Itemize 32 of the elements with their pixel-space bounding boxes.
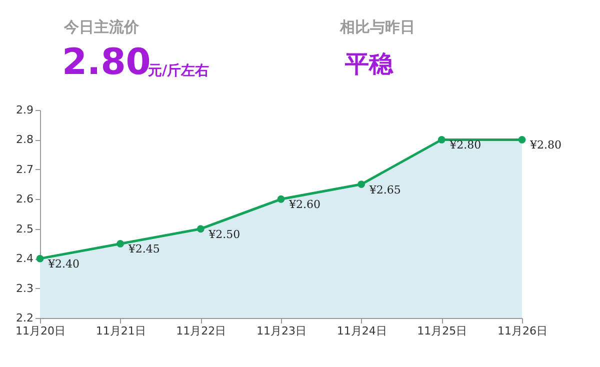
point: [196, 225, 204, 233]
y-tick-label: 2.2: [16, 312, 34, 324]
data-label: ¥2.45: [127, 242, 160, 256]
x-tick-label: 11月26日: [498, 324, 548, 338]
x-tick-label: 11月25日: [417, 324, 468, 338]
y-tick-label: 2.7: [16, 162, 34, 176]
x-tick-label: 11月21日: [96, 324, 146, 338]
y-tick-label: 2.5: [16, 222, 34, 236]
text: 平稳: [345, 49, 393, 80]
text: 相比与昨日: [340, 18, 415, 37]
x-tick-label: 11月23日: [256, 324, 306, 338]
data-label: ¥2.80: [529, 138, 562, 152]
point: [358, 180, 366, 188]
x-tick-label: 11月20日: [16, 324, 66, 338]
y-tick-label: 2.9: [16, 104, 34, 116]
x-tick-label: 11月24日: [336, 324, 387, 338]
point: [36, 254, 44, 262]
y-tick-label: 2.3: [16, 282, 34, 295]
data-label: ¥2.80: [448, 138, 482, 152]
data-label: ¥2.50: [208, 228, 240, 241]
x-tick-label: 11月22日: [176, 324, 226, 338]
data-label: ¥2.60: [288, 198, 320, 212]
data-label: ¥2.65: [368, 183, 401, 196]
y-tick-label: 2.6: [16, 192, 34, 206]
point: [116, 240, 124, 248]
text: 今日主流价: [64, 18, 139, 37]
data-label: ¥2.40: [47, 258, 80, 271]
point: [518, 136, 526, 144]
y-tick-label: 2.8: [16, 133, 34, 146]
point: [438, 136, 446, 144]
point: [277, 195, 285, 203]
y-tick-label: 2.4: [16, 252, 34, 266]
